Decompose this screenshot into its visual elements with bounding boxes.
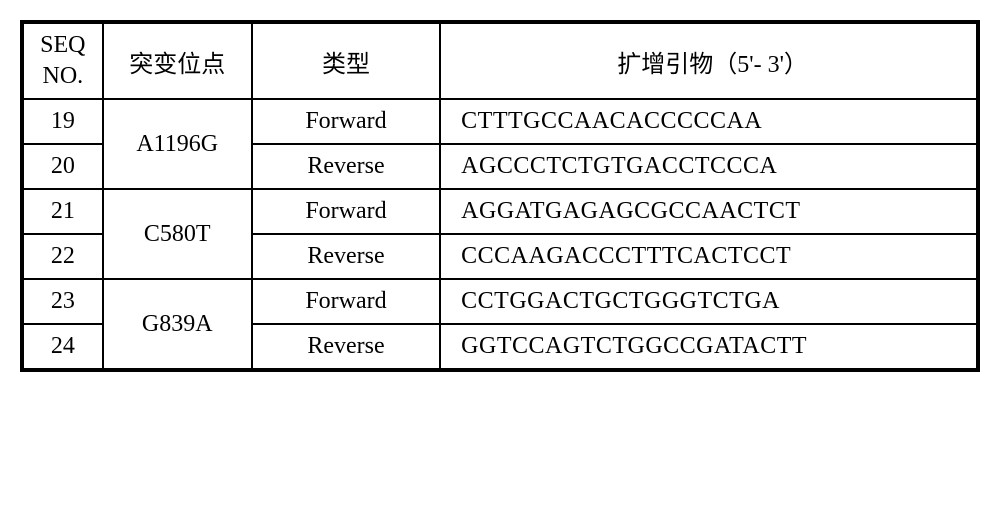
table-row: 19A1196GForwardCTTTGCCAACACCCCCAA: [23, 99, 977, 144]
primer-cell: AGCCCTCTGTGACCTCCCA: [440, 144, 977, 189]
type-cell: Reverse: [252, 234, 440, 279]
mutation-cell: C580T: [103, 189, 252, 279]
header-row: SEQ NO. 突变位点 类型 扩增引物（5'- 3'）: [23, 23, 977, 99]
seq-cell: 22: [23, 234, 103, 279]
primer-cell: GGTCCAGTCTGGCCGATACTT: [440, 324, 977, 369]
primer-cell: CTTTGCCAACACCCCCAA: [440, 99, 977, 144]
header-mutation: 突变位点: [103, 23, 252, 99]
table-row: 23G839AForwardCCTGGACTGCTGGGTCTGA: [23, 279, 977, 324]
primer-cell: CCTGGACTGCTGGGTCTGA: [440, 279, 977, 324]
type-cell: Forward: [252, 99, 440, 144]
seq-cell: 23: [23, 279, 103, 324]
mutation-cell: A1196G: [103, 99, 252, 189]
header-seq-line2: NO.: [32, 61, 94, 92]
header-seq-line1: SEQ: [32, 30, 94, 61]
header-seq-no: SEQ NO.: [23, 23, 103, 99]
primer-cell: CCCAAGACCCTTTCACTCCT: [440, 234, 977, 279]
seq-cell: 24: [23, 324, 103, 369]
type-cell: Forward: [252, 189, 440, 234]
type-cell: Forward: [252, 279, 440, 324]
primer-table: SEQ NO. 突变位点 类型 扩增引物（5'- 3'） 19A1196GFor…: [22, 22, 978, 370]
primer-table-container: SEQ NO. 突变位点 类型 扩增引物（5'- 3'） 19A1196GFor…: [20, 20, 980, 372]
table-row: 21C580TForwardAGGATGAGAGCGCCAACTCT: [23, 189, 977, 234]
mutation-cell: G839A: [103, 279, 252, 369]
seq-cell: 20: [23, 144, 103, 189]
type-cell: Reverse: [252, 144, 440, 189]
seq-cell: 19: [23, 99, 103, 144]
seq-cell: 21: [23, 189, 103, 234]
table-body: 19A1196GForwardCTTTGCCAACACCCCCAA20Rever…: [23, 99, 977, 369]
header-primer: 扩增引物（5'- 3'）: [440, 23, 977, 99]
header-type: 类型: [252, 23, 440, 99]
primer-cell: AGGATGAGAGCGCCAACTCT: [440, 189, 977, 234]
type-cell: Reverse: [252, 324, 440, 369]
